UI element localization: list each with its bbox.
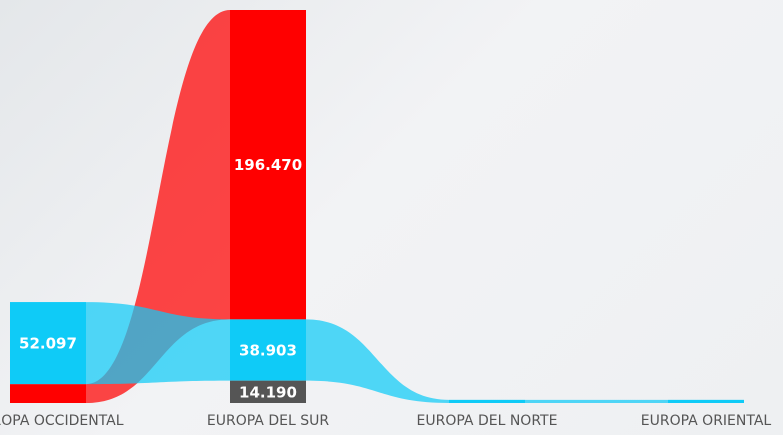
data-label: 14.190 [239, 383, 297, 401]
ribbon [86, 302, 230, 385]
ribbon [86, 10, 230, 403]
bar-segment [230, 319, 306, 381]
data-label: 38.903 [239, 342, 297, 360]
data-label: 196.470 [234, 156, 302, 174]
bar-segment [449, 399, 525, 403]
bar-segment [10, 302, 86, 385]
x-tick-label: EUROPA ORIENTAL [641, 413, 772, 429]
ribbon [525, 399, 668, 403]
x-tick-label: EUROPA DEL SUR [207, 413, 329, 429]
bar-segment [230, 380, 306, 403]
data-label: 52.097 [19, 335, 77, 353]
bar-segment [230, 10, 306, 320]
bar-segment [10, 384, 86, 403]
x-tick-label: EUROPA DEL NORTE [417, 413, 558, 429]
ribbon [306, 319, 449, 403]
bar-segment [668, 399, 744, 403]
x-tick-label: EUROPA OCCIDENTAL [0, 413, 124, 429]
